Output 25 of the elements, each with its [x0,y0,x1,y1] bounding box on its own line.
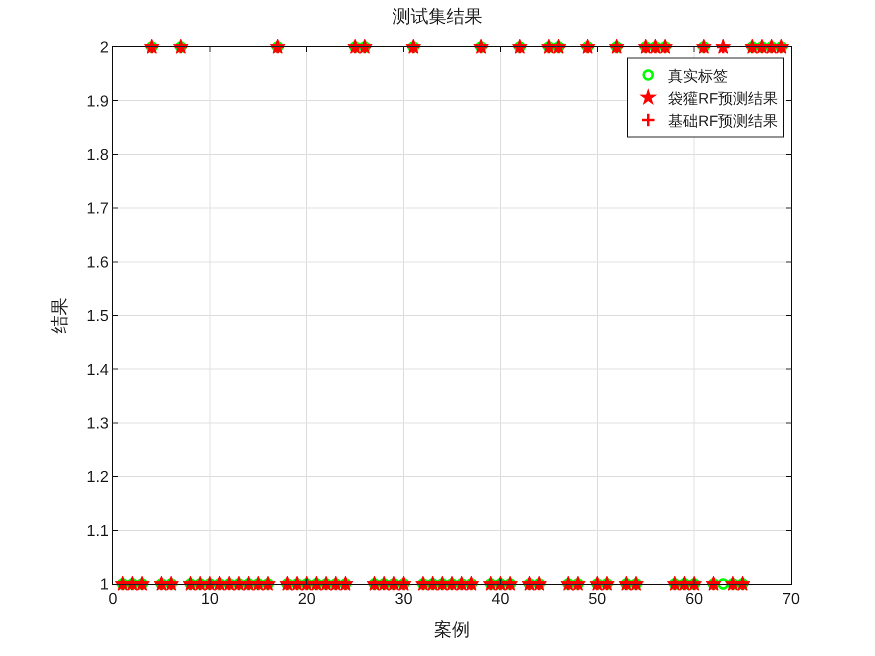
y-tick-label: 1 [100,576,109,594]
y-tick-label: 1.1 [86,522,109,540]
legend-label: 真实标签 [668,68,728,85]
y-tick-label: 1.4 [86,362,109,379]
y-tick-label: 2 [100,40,109,57]
x-tick-label: 60 [685,591,704,608]
legend-label: 基础RF预测结果 [668,112,778,130]
y-tick-label: 1.5 [86,308,109,326]
y-axis-title: 结果 [50,298,70,334]
x-axis-title: 案例 [434,619,470,640]
x-tick-label: 50 [588,591,606,608]
y-tick-label: 1.3 [86,416,109,432]
y-tick-label: 1.2 [86,469,109,486]
x-tick-label: 20 [298,591,316,608]
x-tick-label: 70 [782,591,800,608]
y-tick-label: 1.7 [86,200,109,218]
legend-label: 袋獾RF预测结果 [668,90,778,108]
x-tick-label: 40 [492,591,510,608]
x-tick-label: 30 [394,591,413,608]
chart-title: 测试集结果 [392,6,482,26]
y-tick-label: 1.8 [86,147,109,164]
y-tick-label: 1.9 [86,93,109,110]
x-tick-label: 0 [108,591,118,608]
x-tick-label: 10 [200,591,219,608]
y-tick-label: 1.6 [86,254,109,272]
